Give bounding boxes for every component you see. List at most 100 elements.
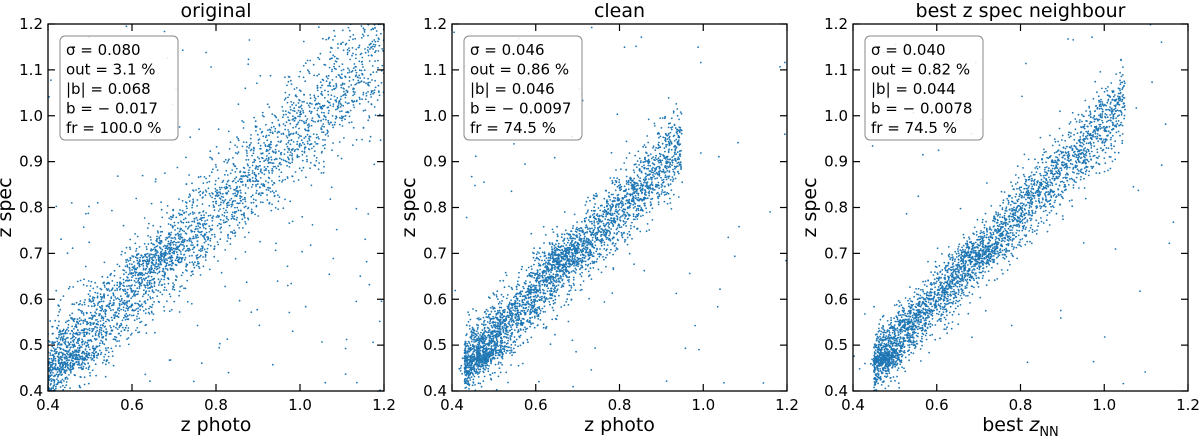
data-point bbox=[75, 332, 78, 335]
data-point bbox=[313, 94, 316, 97]
data-point bbox=[316, 142, 319, 145]
data-point bbox=[75, 353, 78, 356]
data-point bbox=[191, 204, 194, 207]
data-point bbox=[497, 302, 500, 305]
data-point bbox=[242, 141, 245, 144]
data-point bbox=[333, 123, 336, 126]
data-point bbox=[509, 324, 511, 327]
data-point bbox=[64, 331, 67, 334]
data-point bbox=[206, 181, 209, 184]
data-point bbox=[522, 285, 524, 288]
data-point bbox=[142, 260, 144, 263]
data-point bbox=[271, 183, 274, 186]
data-point bbox=[149, 305, 152, 308]
data-point bbox=[321, 131, 323, 134]
data-point bbox=[236, 152, 239, 155]
data-point bbox=[669, 183, 672, 186]
data-point bbox=[663, 172, 666, 174]
data-point bbox=[277, 119, 280, 122]
data-point bbox=[329, 104, 332, 107]
data-point bbox=[50, 349, 52, 352]
data-point bbox=[237, 151, 240, 154]
data-point bbox=[135, 293, 138, 296]
data-point bbox=[68, 349, 71, 351]
data-point bbox=[250, 134, 252, 136]
data-point bbox=[255, 178, 258, 181]
data-point bbox=[269, 187, 271, 190]
data-point bbox=[180, 233, 182, 236]
data-point bbox=[546, 290, 549, 293]
data-point bbox=[274, 130, 276, 133]
data-point bbox=[286, 164, 288, 167]
data-point bbox=[71, 368, 74, 370]
data-point bbox=[88, 365, 91, 367]
data-point bbox=[73, 303, 76, 306]
data-point bbox=[66, 252, 69, 255]
data-point bbox=[188, 174, 191, 176]
data-point bbox=[147, 260, 150, 262]
data-point bbox=[237, 191, 239, 194]
data-point bbox=[317, 102, 320, 105]
data-point bbox=[58, 347, 61, 349]
data-point bbox=[96, 318, 98, 321]
data-point bbox=[298, 127, 300, 130]
data-point bbox=[170, 254, 173, 257]
data-point bbox=[94, 363, 97, 366]
data-point bbox=[196, 219, 199, 222]
data-point bbox=[310, 184, 313, 187]
data-point bbox=[239, 189, 242, 192]
data-point bbox=[254, 120, 257, 123]
data-point bbox=[333, 55, 336, 58]
data-point bbox=[75, 361, 78, 364]
data-point bbox=[349, 35, 352, 38]
data-point bbox=[723, 381, 725, 384]
data-point bbox=[364, 48, 366, 50]
data-point bbox=[144, 324, 147, 327]
data-point bbox=[667, 158, 669, 161]
data-point bbox=[61, 356, 63, 359]
data-point bbox=[184, 287, 187, 290]
data-point bbox=[170, 218, 173, 221]
data-point bbox=[335, 108, 337, 111]
data-point bbox=[288, 311, 291, 314]
data-point bbox=[313, 107, 316, 109]
data-point bbox=[94, 281, 97, 284]
data-point bbox=[265, 188, 268, 191]
data-point bbox=[172, 243, 175, 246]
data-point bbox=[224, 173, 226, 176]
data-point bbox=[185, 265, 188, 267]
data-point bbox=[255, 175, 257, 178]
data-point bbox=[276, 280, 279, 282]
data-point bbox=[58, 373, 61, 376]
data-point bbox=[84, 299, 86, 301]
data-point bbox=[163, 306, 165, 308]
data-point bbox=[123, 302, 126, 305]
data-point bbox=[179, 220, 182, 223]
data-point bbox=[643, 181, 645, 184]
data-point bbox=[591, 214, 594, 216]
data-point bbox=[110, 272, 112, 275]
data-point bbox=[69, 332, 72, 335]
data-point bbox=[146, 266, 149, 268]
data-point bbox=[180, 253, 182, 256]
data-point bbox=[204, 256, 207, 258]
data-point bbox=[309, 59, 312, 62]
data-point bbox=[54, 352, 56, 355]
data-point bbox=[217, 216, 220, 219]
data-point bbox=[166, 259, 169, 262]
data-point bbox=[83, 383, 86, 386]
data-point bbox=[317, 168, 320, 171]
data-point bbox=[245, 159, 248, 161]
data-point bbox=[358, 44, 361, 47]
data-point bbox=[283, 98, 286, 101]
data-point bbox=[655, 183, 657, 186]
data-point bbox=[322, 37, 324, 40]
data-point bbox=[637, 207, 640, 210]
data-point bbox=[219, 198, 222, 200]
data-point bbox=[179, 243, 182, 246]
data-point bbox=[141, 274, 144, 277]
data-point bbox=[193, 230, 196, 233]
data-point bbox=[367, 34, 369, 37]
data-point bbox=[153, 277, 156, 280]
data-point bbox=[186, 207, 188, 210]
